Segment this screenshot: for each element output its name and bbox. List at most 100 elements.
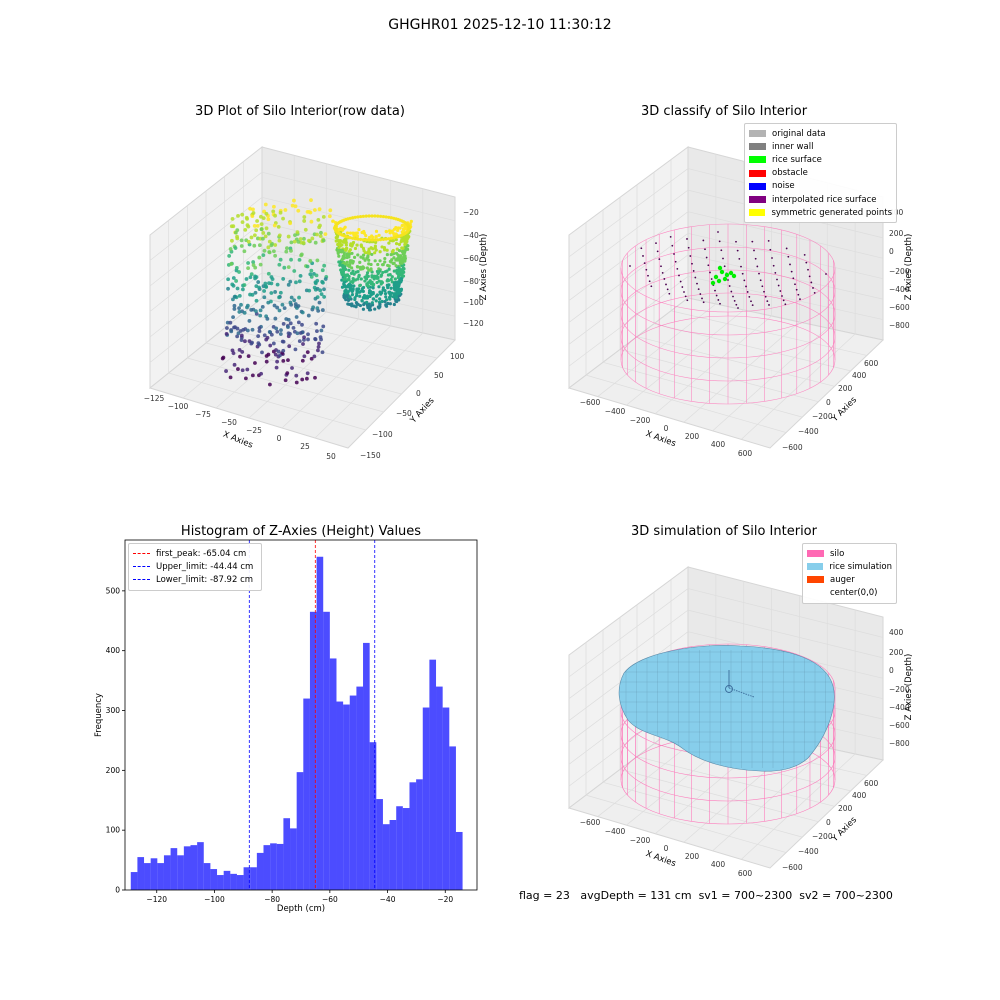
raw-data-point — [320, 279, 325, 284]
raw-data-point — [260, 304, 265, 309]
raw-data-point — [390, 252, 395, 256]
interpolated-point — [763, 290, 765, 293]
raw-data-point — [395, 283, 400, 287]
raw-data-point — [320, 350, 325, 355]
interpolated-point — [794, 283, 796, 286]
raw-data-point — [317, 300, 322, 305]
raw-data-point — [387, 215, 391, 219]
raw-data-point — [280, 302, 285, 307]
histogram-legend: first_peak: -65.04 cm Upper_limit: -44.4… — [128, 543, 262, 591]
raw-data-point — [363, 275, 367, 279]
raw-data-point — [226, 286, 230, 291]
raw-data-point — [370, 214, 374, 218]
raw-data-point — [298, 274, 303, 278]
raw-data-point — [367, 235, 372, 240]
raw-data-point — [409, 219, 413, 223]
raw-data-point — [356, 253, 360, 257]
raw-data-point — [302, 236, 306, 241]
classify-xtick: 600 — [738, 449, 753, 458]
raw-data-point — [235, 234, 239, 239]
raw-data-point — [342, 272, 346, 277]
raw-data-point — [284, 317, 289, 321]
raw-data-point — [396, 258, 400, 262]
raw-data-point — [351, 231, 355, 235]
raw-data-point — [316, 344, 321, 349]
raw-data-point — [268, 343, 273, 348]
raw-data-point — [277, 308, 282, 313]
avg-depth-value: avgDepth = 131 cm — [580, 889, 692, 902]
histogram-bar — [422, 707, 430, 890]
histogram-bar — [236, 875, 244, 890]
raw-data-point — [322, 287, 326, 292]
raw-data-point — [322, 295, 327, 299]
interpolated-point — [705, 256, 708, 259]
raw-data-point — [372, 282, 376, 287]
grid-line — [636, 756, 835, 807]
interpolated-point — [754, 257, 757, 260]
raw-data-point — [231, 315, 235, 320]
sim-ztick: −800 — [889, 739, 910, 748]
raw-data-point — [308, 272, 313, 277]
raw-data-point — [293, 204, 298, 209]
interpolated-point — [691, 262, 693, 265]
raw-data-point — [356, 215, 360, 219]
raw-data-point — [256, 280, 261, 284]
sim-ztick: −600 — [889, 721, 910, 730]
legend-item-rice-simulation: rice simulation — [807, 560, 892, 573]
raw-data-point — [367, 308, 372, 312]
raw-data-point — [292, 298, 297, 303]
raw-data-point — [255, 219, 260, 223]
interpolated-point — [648, 280, 651, 283]
interpolated-point — [771, 257, 773, 259]
raw-data-point — [303, 227, 308, 232]
raw-data-point — [387, 241, 391, 245]
raw-data-point — [225, 326, 229, 330]
raw-data-point — [273, 316, 278, 321]
raw-data-point — [394, 286, 398, 290]
raw-data-point — [343, 277, 347, 281]
raw-data-point — [292, 269, 297, 273]
raw-data-point — [396, 275, 400, 280]
raw-data-point — [352, 272, 356, 276]
raw-data-point — [239, 302, 243, 307]
histogram-x-tick-label: −80 — [264, 895, 280, 904]
raw-ytick: −50 — [396, 409, 412, 418]
raw-data-point — [367, 214, 371, 218]
histogram-y-label: Frequency — [94, 693, 104, 737]
raw-data-point — [378, 297, 382, 301]
raw-data-point — [363, 279, 367, 283]
raw-data-point — [289, 240, 294, 245]
raw-data-point — [365, 300, 369, 304]
raw-data-point — [314, 273, 319, 278]
raw-data-point — [367, 250, 371, 254]
interpolated-point — [767, 239, 770, 242]
raw-data-point — [385, 252, 389, 257]
histogram-bar — [436, 686, 443, 890]
interpolated-point — [736, 249, 739, 252]
raw-data-point — [359, 244, 364, 249]
raw-data-point — [396, 228, 400, 232]
interpolated-point — [756, 265, 759, 268]
raw-data-point — [250, 373, 255, 378]
interpolated-point — [740, 265, 742, 268]
raw-data-point — [246, 224, 251, 229]
interpolated-point — [774, 271, 777, 274]
raw-xtick: −100 — [168, 402, 189, 411]
raw-data-point — [380, 299, 384, 304]
raw-data-point — [321, 215, 326, 219]
raw-data-point — [318, 288, 323, 293]
raw-data-point — [293, 347, 298, 352]
raw-data-point — [293, 233, 297, 237]
raw-data-point — [379, 274, 383, 278]
raw-data-point — [348, 231, 353, 235]
raw-data-point — [264, 337, 269, 342]
raw-data-point — [317, 341, 321, 346]
raw-data-point — [273, 243, 278, 247]
interpolated-point — [795, 288, 798, 291]
raw-data-point — [288, 279, 293, 284]
grid-line — [568, 254, 689, 345]
raw-data-point — [384, 215, 388, 219]
interpolated-point — [766, 300, 769, 303]
raw-data-point — [356, 277, 360, 281]
raw-data-point — [397, 266, 401, 270]
